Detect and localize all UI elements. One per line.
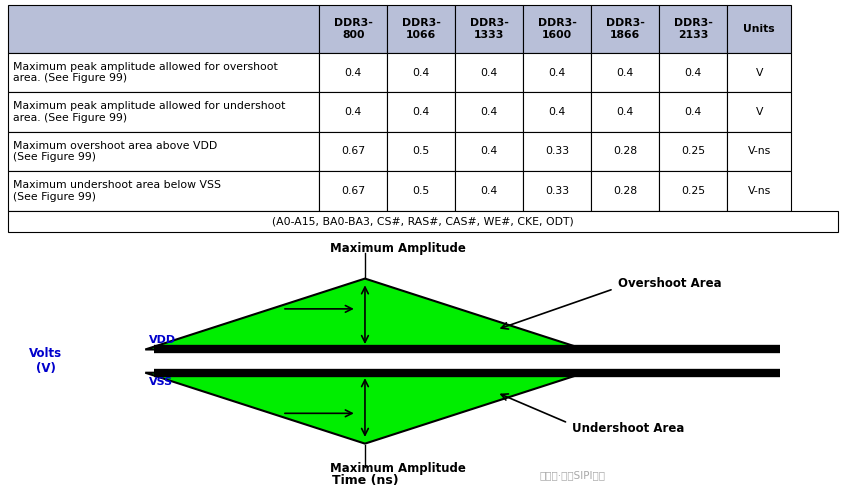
Text: V: V <box>755 67 763 78</box>
Text: 0.4: 0.4 <box>344 107 362 117</box>
Text: 0.67: 0.67 <box>341 147 365 156</box>
Bar <box>455 5 524 53</box>
Bar <box>387 132 455 171</box>
Text: 0.4: 0.4 <box>481 186 498 196</box>
Bar <box>319 92 387 132</box>
Text: 0.25: 0.25 <box>681 147 706 156</box>
Bar <box>387 92 455 132</box>
Bar <box>455 53 524 92</box>
Bar <box>524 5 591 53</box>
Text: 0.4: 0.4 <box>481 107 498 117</box>
Bar <box>8 53 319 92</box>
Bar <box>591 5 659 53</box>
Text: DDR3-
1066: DDR3- 1066 <box>402 18 441 40</box>
Bar <box>455 132 524 171</box>
Bar <box>8 211 838 232</box>
Text: VDD: VDD <box>150 336 177 346</box>
Text: 0.4: 0.4 <box>413 67 430 78</box>
Polygon shape <box>146 373 585 444</box>
Text: 0.4: 0.4 <box>549 67 566 78</box>
Text: 0.5: 0.5 <box>413 147 430 156</box>
Bar <box>591 132 659 171</box>
Text: VSS: VSS <box>150 377 173 387</box>
Bar <box>659 171 728 211</box>
Bar <box>387 5 455 53</box>
Text: DDR3-
1333: DDR3- 1333 <box>470 18 508 40</box>
Bar <box>659 132 728 171</box>
Text: 0.4: 0.4 <box>617 107 634 117</box>
Bar <box>591 92 659 132</box>
Text: 0.4: 0.4 <box>549 107 566 117</box>
Text: 0.4: 0.4 <box>344 67 362 78</box>
Text: V-ns: V-ns <box>748 186 771 196</box>
Bar <box>387 53 455 92</box>
Text: 0.4: 0.4 <box>481 67 498 78</box>
Bar <box>524 53 591 92</box>
Bar <box>728 92 791 132</box>
Text: DDR3-
1866: DDR3- 1866 <box>606 18 645 40</box>
Text: Maximum undershoot area below VSS
(See Figure 99): Maximum undershoot area below VSS (See F… <box>14 180 222 201</box>
Text: Volts
(V): Volts (V) <box>30 347 63 375</box>
Bar <box>319 53 387 92</box>
Bar <box>524 132 591 171</box>
Text: 0.4: 0.4 <box>481 147 498 156</box>
Bar <box>728 132 791 171</box>
Bar <box>659 92 728 132</box>
Text: DDR3-
2133: DDR3- 2133 <box>674 18 712 40</box>
Text: V-ns: V-ns <box>748 147 771 156</box>
Bar <box>319 132 387 171</box>
Text: Maximum Amplitude: Maximum Amplitude <box>330 243 466 255</box>
Bar <box>591 171 659 211</box>
Text: 0.67: 0.67 <box>341 186 365 196</box>
Text: DDR3-
800: DDR3- 800 <box>334 18 373 40</box>
Bar <box>659 5 728 53</box>
Text: 0.4: 0.4 <box>684 107 702 117</box>
Text: 0.5: 0.5 <box>413 186 430 196</box>
Text: 0.4: 0.4 <box>413 107 430 117</box>
Text: V: V <box>755 107 763 117</box>
Bar <box>728 5 791 53</box>
Bar <box>524 171 591 211</box>
Text: DDR3-
1600: DDR3- 1600 <box>538 18 577 40</box>
Text: Time (ns): Time (ns) <box>332 475 398 488</box>
Bar <box>8 5 319 53</box>
Bar <box>319 5 387 53</box>
Text: 0.4: 0.4 <box>617 67 634 78</box>
Text: 0.4: 0.4 <box>684 67 702 78</box>
Bar <box>8 132 319 171</box>
Bar <box>319 171 387 211</box>
Text: 0.33: 0.33 <box>546 147 569 156</box>
Bar <box>455 92 524 132</box>
Bar <box>387 171 455 211</box>
Text: Overshoot Area: Overshoot Area <box>618 277 722 290</box>
Text: Maximum peak amplitude allowed for overshoot
area. (See Figure 99): Maximum peak amplitude allowed for overs… <box>14 62 278 83</box>
Text: 0.25: 0.25 <box>681 186 706 196</box>
Text: Maximum peak amplitude allowed for undershoot
area. (See Figure 99): Maximum peak amplitude allowed for under… <box>14 101 286 123</box>
Bar <box>591 53 659 92</box>
Text: 0.28: 0.28 <box>613 147 637 156</box>
Text: 公众号·芯片SIPI设计: 公众号·芯片SIPI设计 <box>539 470 605 480</box>
Text: 0.33: 0.33 <box>546 186 569 196</box>
Bar <box>455 171 524 211</box>
Text: Maximum overshoot area above VDD
(See Figure 99): Maximum overshoot area above VDD (See Fi… <box>14 141 217 162</box>
Bar <box>728 53 791 92</box>
Bar <box>8 92 319 132</box>
Text: (A0-A15, BA0-BA3, CS#, RAS#, CAS#, WE#, CKE, ODT): (A0-A15, BA0-BA3, CS#, RAS#, CAS#, WE#, … <box>272 216 574 226</box>
Bar <box>8 171 319 211</box>
Bar <box>659 53 728 92</box>
Bar <box>524 92 591 132</box>
Bar <box>728 171 791 211</box>
Text: Undershoot Area: Undershoot Area <box>572 422 684 435</box>
Text: Units: Units <box>744 24 775 34</box>
Polygon shape <box>146 279 585 349</box>
Text: 0.28: 0.28 <box>613 186 637 196</box>
Text: Maximum Amplitude: Maximum Amplitude <box>330 461 466 475</box>
